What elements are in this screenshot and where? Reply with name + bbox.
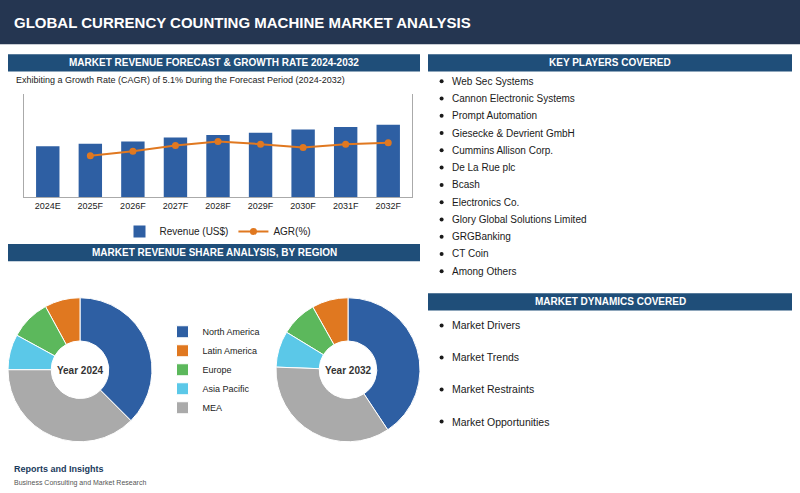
svg-text:CT Coin: CT Coin: [452, 248, 489, 259]
svg-text:2028F: 2028F: [205, 201, 231, 211]
svg-text:2031F: 2031F: [333, 201, 359, 211]
svg-text:2024E: 2024E: [35, 201, 61, 211]
svg-text:AGR(%): AGR(%): [273, 226, 310, 237]
svg-text:Prompt Automation: Prompt Automation: [452, 110, 537, 121]
svg-text:Market Drivers: Market Drivers: [452, 319, 520, 331]
svg-text:De La Rue plc: De La Rue plc: [452, 162, 515, 173]
svg-text:2026F: 2026F: [120, 201, 146, 211]
svg-text:Market Trends: Market Trends: [452, 351, 519, 363]
svg-text:Year 2032: Year 2032: [325, 365, 372, 376]
svg-text:2030F: 2030F: [290, 201, 316, 211]
svg-text:Asia Pacific: Asia Pacific: [203, 384, 250, 394]
svg-text:Giesecke & Devrient GmbH: Giesecke & Devrient GmbH: [452, 128, 575, 139]
svg-text:Exhibiting a Growth Rate (CAGR: Exhibiting a Growth Rate (CAGR) of 5.1% …: [16, 75, 345, 85]
svg-text:MARKET DYNAMICS COVERED: MARKET DYNAMICS COVERED: [535, 296, 686, 307]
svg-text:Latin America: Latin America: [203, 346, 258, 356]
svg-text:Electronics Co.: Electronics Co.: [452, 197, 519, 208]
svg-text:MARKET REVENUE FORECAST & GROW: MARKET REVENUE FORECAST & GROWTH RATE 20…: [69, 57, 359, 68]
svg-text:Year 2024: Year 2024: [57, 365, 104, 376]
svg-text:Reports and Insights: Reports and Insights: [14, 464, 104, 474]
svg-text:Cummins Allison Corp.: Cummins Allison Corp.: [452, 145, 553, 156]
svg-text:Market Opportunities: Market Opportunities: [452, 416, 549, 428]
svg-text:2027F: 2027F: [163, 201, 189, 211]
svg-text:Glory Global Solutions Limited: Glory Global Solutions Limited: [452, 214, 587, 225]
svg-text:GLOBAL CURRENCY COUNTING MACHI: GLOBAL CURRENCY COUNTING MACHINE MARKET …: [14, 14, 471, 31]
svg-text:MARKET REVENUE SHARE ANALYSIS,: MARKET REVENUE SHARE ANALYSIS, BY REGION: [92, 247, 337, 258]
svg-text:Business Consulting and Market: Business Consulting and Market Research: [14, 479, 146, 487]
svg-text:2032F: 2032F: [375, 201, 401, 211]
svg-text:2025F: 2025F: [78, 201, 104, 211]
svg-text:Web Sec Systems: Web Sec Systems: [452, 76, 534, 87]
svg-text:Among Others: Among Others: [452, 266, 516, 277]
svg-text:Revenue (US$): Revenue (US$): [160, 226, 229, 237]
svg-text:Bcash: Bcash: [452, 179, 480, 190]
svg-text:2029F: 2029F: [248, 201, 274, 211]
svg-text:Cannon Electronic Systems: Cannon Electronic Systems: [452, 93, 575, 104]
svg-text:North America: North America: [203, 327, 260, 337]
svg-text:KEY PLAYERS COVERED: KEY PLAYERS COVERED: [549, 57, 671, 68]
svg-text:Europe: Europe: [203, 365, 232, 375]
svg-text:MEA: MEA: [203, 403, 223, 413]
svg-text:GRGBanking: GRGBanking: [452, 231, 511, 242]
svg-text:Market Restraints: Market Restraints: [452, 383, 534, 395]
